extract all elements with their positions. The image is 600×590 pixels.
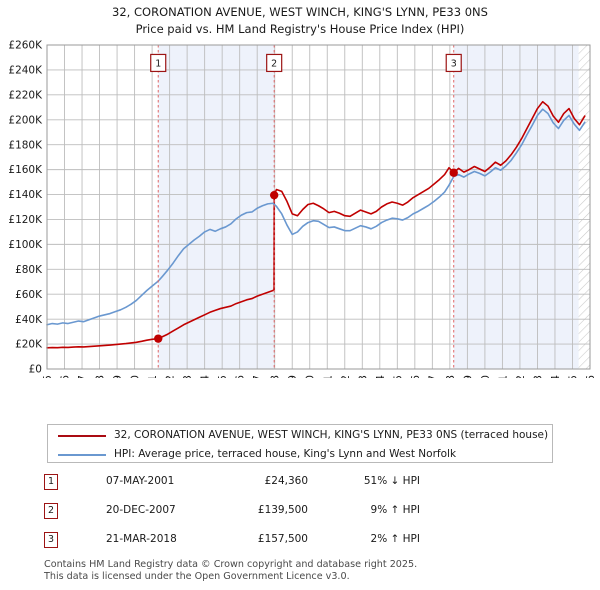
transaction-index-badge: 3	[44, 532, 58, 548]
x-axis-tick-label: 2016	[410, 375, 422, 378]
legend-label: HPI: Average price, terraced house, King…	[114, 448, 457, 460]
footer-attribution: Contains HM Land Registry data © Crown c…	[44, 559, 564, 582]
x-axis-tick-label: 2014	[375, 375, 387, 378]
y-axis-tick-label: £240K	[8, 65, 43, 77]
x-axis-tick-label: 1999	[112, 375, 124, 378]
transaction-marker-badge	[266, 53, 283, 73]
y-axis-tick-label: £80K	[15, 264, 43, 276]
transaction-marker-dot	[269, 190, 279, 200]
transaction-index-badge: 1	[44, 474, 58, 490]
series-line	[46, 108, 586, 326]
footer-line-2: This data is licensed under the Open Gov…	[44, 570, 350, 582]
series-line	[46, 100, 586, 349]
y-axis-tick-label: £20K	[15, 339, 43, 351]
x-axis-tick-label: 1998	[95, 375, 107, 378]
footer-line-1: Contains HM Land Registry data © Crown c…	[44, 559, 418, 570]
x-axis-tick-label: 2001	[147, 375, 159, 378]
y-axis-tick-label: £140K	[8, 189, 43, 201]
page-title-line1: 32, CORONATION AVENUE, WEST WINCH, KING'…	[112, 5, 488, 19]
x-axis-tick-label: 1997	[77, 375, 89, 378]
shaded-span	[158, 45, 275, 369]
transaction-marker-badge	[445, 53, 462, 73]
page-title-line2: Price paid vs. HM Land Registry's House …	[135, 22, 465, 36]
x-axis-tick-label: 2021	[497, 375, 509, 378]
price-history-chart: £0 £20K £40K £60K £80K £100K £120K £140K £160K £1…	[8, 40, 597, 378]
x-axis-tick-label: 2011	[322, 375, 334, 378]
transaction-hpi-delta: 9% ↑ HPI	[370, 504, 420, 516]
transaction-hpi-delta: 51% ↓ HPI	[363, 475, 420, 487]
x-axis-tick-label: 2024	[550, 375, 562, 378]
legend-item: HPI: Average price, terraced house, King…	[48, 445, 552, 464]
x-axis-tick-label: 2022	[515, 375, 527, 378]
x-axis-tick-label: 2002	[165, 375, 177, 378]
legend-item: 32, CORONATION AVENUE, WEST WINCH, KING'…	[48, 426, 552, 445]
x-axis-tick-label: 2013	[357, 375, 369, 378]
x-axis-tick-label: 2012	[340, 375, 352, 378]
provisional-data-hatch	[578, 45, 590, 369]
transaction-marker-badge	[150, 53, 167, 73]
x-axis-tick-label: 1995	[42, 375, 54, 378]
table-row: 1 07-MAY-2001 £24,360 51% ↓ HPI	[44, 472, 464, 501]
y-axis-tick-label: £120K	[8, 214, 43, 226]
transaction-marker-number: 3	[451, 58, 457, 69]
x-axis-tick-label: 2019	[462, 375, 474, 378]
x-axis-tick-label: 2026	[585, 375, 597, 378]
transaction-price: £157,500	[257, 533, 308, 545]
y-axis-tick-label: £40K	[15, 314, 43, 326]
x-axis-tick-label: 2003	[182, 375, 194, 378]
transaction-date: 20-DEC-2007	[106, 504, 176, 516]
x-axis-tick-label: 2005	[217, 375, 229, 378]
x-axis-tick-label: 2000	[130, 375, 142, 378]
x-axis-tick-label: 2017	[427, 375, 439, 378]
transaction-date: 21-MAR-2018	[106, 533, 177, 545]
x-axis-tick-label: 2020	[480, 375, 492, 378]
x-axis-tick-label: 1996	[60, 375, 72, 378]
transaction-hpi-delta: 2% ↑ HPI	[370, 533, 420, 545]
transaction-marker-dot	[154, 334, 163, 343]
y-axis-tick-label: £180K	[8, 139, 43, 151]
table-row: 2 20-DEC-2007 £139,500 9% ↑ HPI	[44, 501, 464, 530]
y-axis-tick-label: £160K	[8, 164, 43, 176]
y-axis-tick-label: £60K	[15, 289, 43, 301]
table-row: 3 21-MAR-2018 £157,500 2% ↑ HPI	[44, 530, 464, 559]
x-axis-tick-label: 2004	[200, 375, 212, 378]
x-axis-tick-label: 2010	[305, 375, 317, 378]
chart-area: £0 £20K £40K £60K £80K £100K £120K £140K £160K £1…	[0, 38, 600, 378]
transaction-marker-dot	[449, 168, 458, 177]
transaction-price: £24,360	[264, 475, 308, 487]
transaction-index-badge: 2	[44, 503, 58, 519]
transaction-date: 07-MAY-2001	[106, 475, 175, 487]
y-axis-tick-label: £200K	[8, 114, 43, 126]
x-axis-tick-label: 2025	[567, 375, 579, 378]
y-axis-tick-label: £260K	[8, 40, 43, 52]
y-axis-tick-label: £220K	[8, 89, 43, 101]
legend-label: 32, CORONATION AVENUE, WEST WINCH, KING'…	[114, 429, 549, 441]
transactions-table: 1 07-MAY-2001 £24,360 51% ↓ HPI 2 20-DEC-2007…	[44, 472, 464, 559]
legend-swatch	[58, 435, 106, 437]
transaction-marker-number: 2	[271, 58, 277, 69]
y-axis-tick-label: £100K	[8, 239, 43, 251]
x-axis-tick-label: 2006	[235, 375, 247, 378]
x-axis-tick-label: 2015	[392, 375, 404, 378]
x-axis-tick-label: 2008	[270, 375, 282, 378]
transaction-price: £139,500	[257, 504, 308, 516]
chart-legend: 32, CORONATION AVENUE, WEST WINCH, KING'…	[47, 424, 553, 463]
legend-swatch	[58, 454, 106, 456]
transaction-marker-number: 1	[155, 58, 161, 69]
plot-border	[46, 44, 591, 370]
x-axis-tick-label: 2023	[532, 375, 544, 378]
shaded-span	[453, 45, 590, 369]
x-axis-tick-label: 2018	[445, 375, 457, 378]
x-axis-tick-label: 2007	[252, 375, 264, 378]
x-axis-tick-label: 2009	[287, 375, 299, 378]
y-axis-tick-label: £0	[29, 364, 42, 376]
